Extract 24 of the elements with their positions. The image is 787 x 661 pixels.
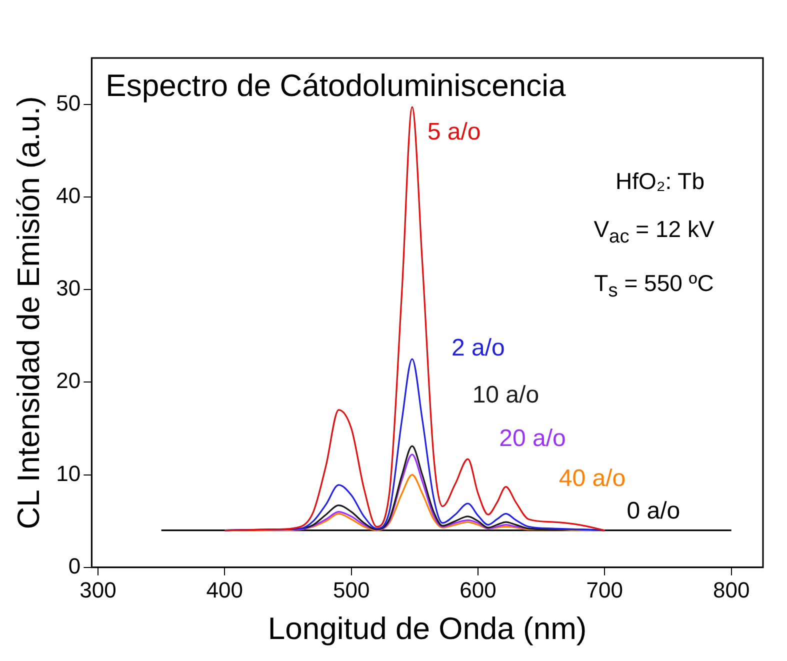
x-axis-title: Longitud de Onda (nm) bbox=[268, 610, 587, 646]
y-tick-label: 40 bbox=[56, 182, 81, 208]
series-label: 0 a/o bbox=[626, 498, 680, 524]
annotation: HfO₂: Tb bbox=[615, 168, 705, 195]
y-tick-label: 30 bbox=[56, 276, 81, 301]
annotation: T$_{s}$ = 550 ºC bbox=[594, 270, 714, 303]
x-tick-label: 800 bbox=[712, 578, 750, 603]
text: 20 a/o bbox=[499, 425, 566, 452]
y-axis-title: CL Intensidad de Emisión (a.u.) bbox=[11, 96, 46, 530]
x-tick-label: 700 bbox=[586, 578, 624, 603]
x-tick-label: 600 bbox=[460, 578, 496, 603]
series-label: 2 a/o bbox=[452, 334, 505, 362]
annotation: V$_{ac}$ = 12 kV bbox=[594, 216, 714, 249]
y-tick-label: 50 bbox=[56, 90, 81, 116]
x-tick-label: 500 bbox=[332, 578, 370, 603]
y-tick-label: 10 bbox=[56, 460, 81, 486]
chart-title: Espectro de Cátodoluminiscencia bbox=[106, 68, 567, 103]
x-tick-label: 400 bbox=[206, 578, 244, 603]
y-tick-label: 20 bbox=[56, 368, 81, 394]
series-label: 5 a/o bbox=[427, 118, 481, 146]
x-tick-label: 300 bbox=[80, 578, 116, 603]
y-tick-label: 0 bbox=[68, 553, 81, 578]
series-label: 40 a/o bbox=[558, 464, 626, 492]
text: 10 a/o bbox=[472, 381, 540, 408]
